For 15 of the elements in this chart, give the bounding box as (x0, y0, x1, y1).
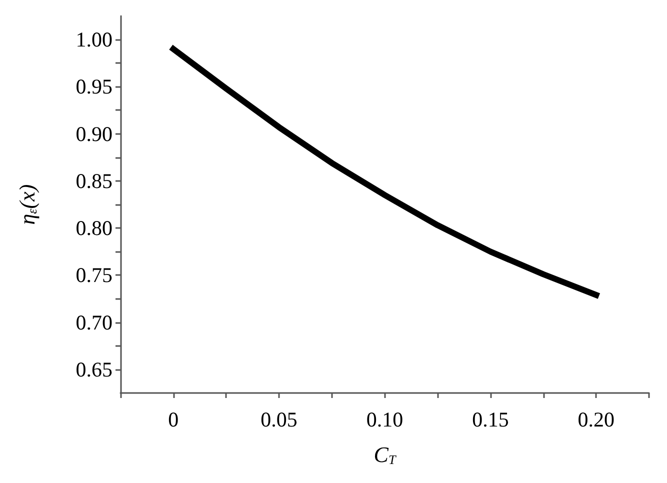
y-tick-label: 0.65 (76, 357, 112, 382)
y-tick-label: 1.00 (76, 28, 112, 52)
y-tick-label: 0.95 (76, 74, 112, 99)
x-tick-label: 0.10 (366, 408, 404, 432)
y-axis-title: ηε(x) (14, 184, 40, 225)
x-tick-label: 0.05 (260, 408, 298, 432)
y-tick-label: 0.90 (76, 122, 112, 146)
x-tick-label: 0 (168, 408, 179, 432)
x-tick-label: 0.20 (578, 408, 615, 432)
y-tick-label: 0.85 (76, 168, 112, 193)
x-axis-title: CT (374, 442, 396, 467)
y-tick-label: 0.80 (76, 216, 112, 240)
y-tick-label: 0.70 (76, 310, 112, 334)
x-tick-label: 0.15 (472, 408, 509, 432)
y-tick-label: 0.75 (76, 263, 112, 288)
